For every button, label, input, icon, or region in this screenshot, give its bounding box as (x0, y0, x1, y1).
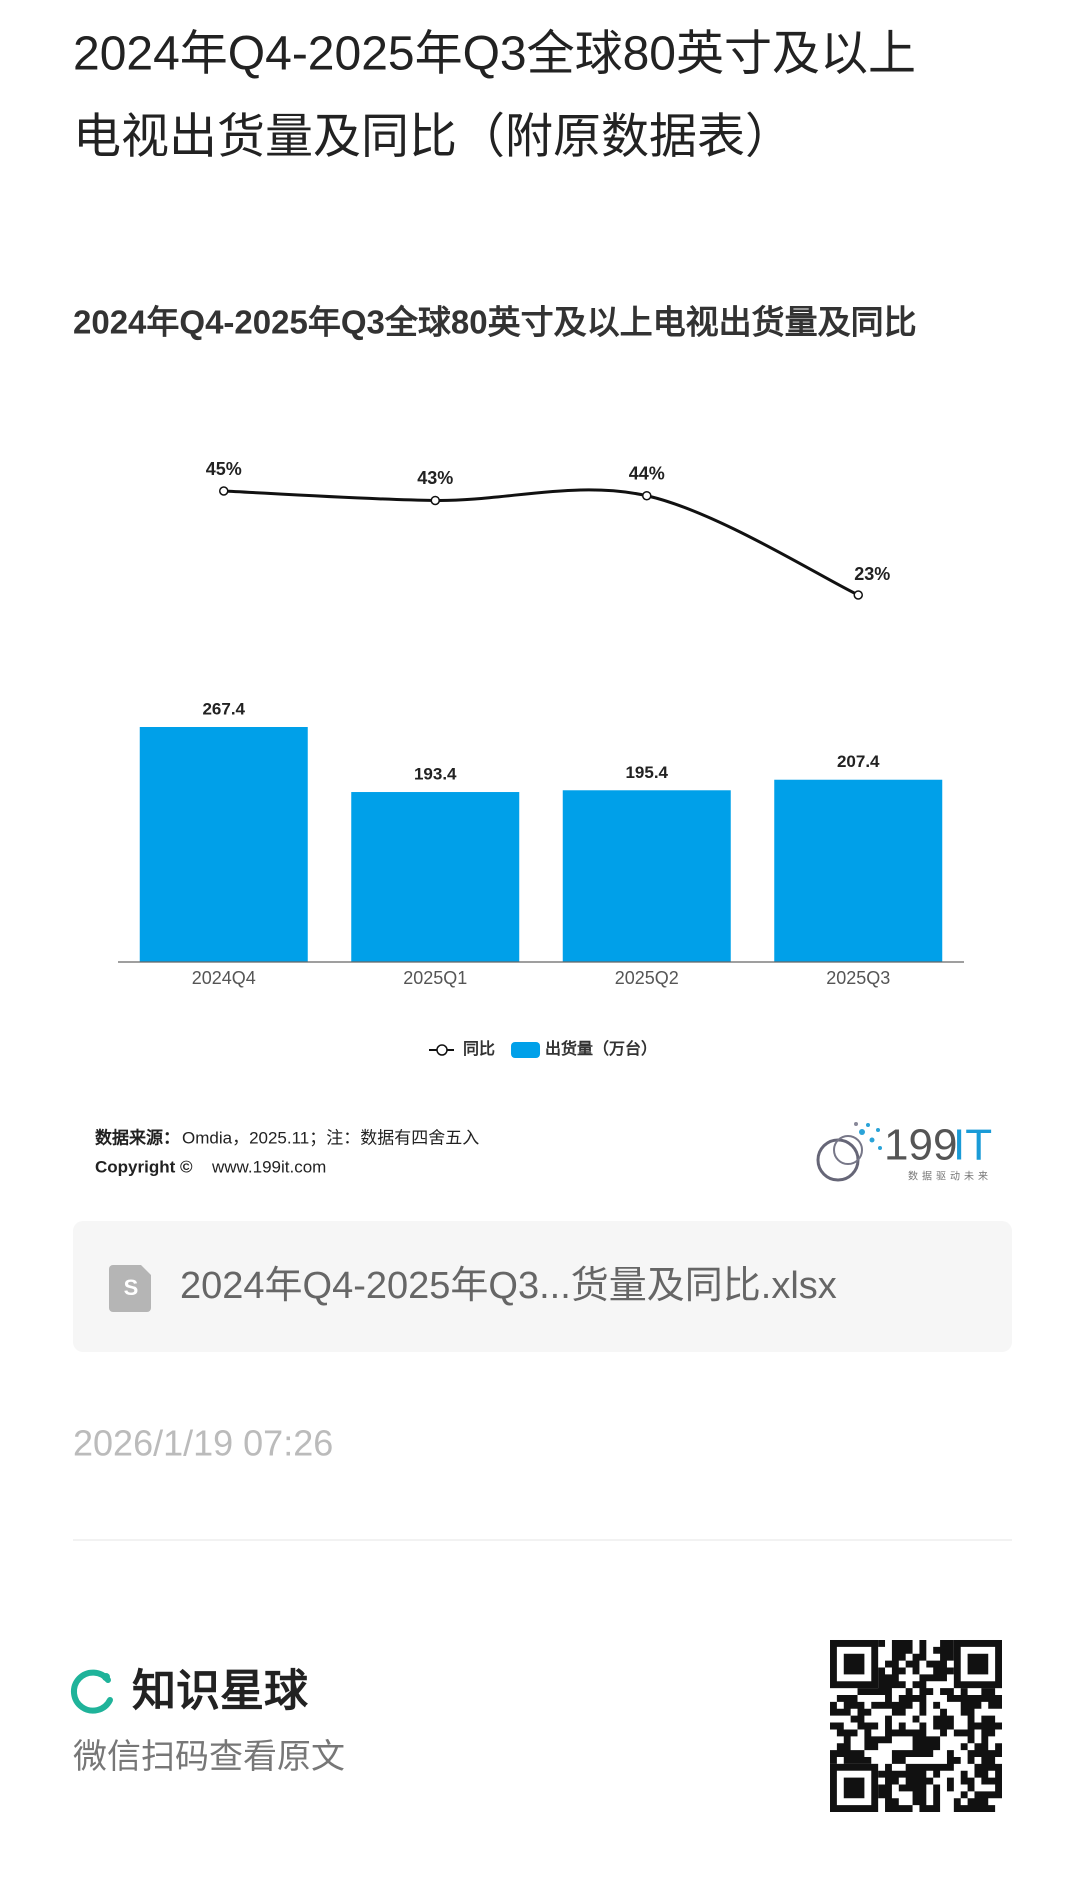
logo-number: 199 (884, 1121, 957, 1170)
line (223, 488, 859, 597)
bar-value-label: 193.4 (414, 765, 457, 784)
page-title: 2024年Q4-2025年Q3全球80英寸及以上 (73, 28, 916, 81)
legend-label: 同比 (463, 1040, 495, 1058)
line-marker (430, 495, 440, 506)
line-marker (642, 490, 652, 501)
copyright-label: Copyright © (95, 1157, 193, 1176)
line-marker (219, 486, 229, 496)
legend-swatch (436, 1044, 448, 1056)
file-icon-letter: S (124, 1275, 139, 1300)
attachment-card[interactable] (73, 1221, 1012, 1352)
x-tick-label: 2024Q4 (192, 968, 256, 988)
source-text: Omdia，2025.11；注：数据有四舍五入 (182, 1128, 479, 1147)
x-tick-label: 2025Q1 (403, 968, 467, 988)
line-value-label: 43% (417, 468, 453, 488)
bar-value-label: 195.4 (625, 763, 668, 782)
qr-modules (830, 1640, 1002, 1812)
chart-title: 2024年Q4-2025年Q3全球80英寸及以上电视出货量及同比 (73, 304, 917, 341)
bar (139, 727, 308, 962)
qr-finder (830, 1763, 879, 1813)
x-tick-label: 2025Q2 (615, 968, 679, 988)
brand-icon-dot (102, 1673, 110, 1681)
footer-hint: 微信扫码查看原文 (73, 1738, 345, 1776)
brand-name: 知识星球 (132, 1667, 309, 1716)
attachment-filename[interactable]: 2024年Q4-2025年Q3...货量及同比.xlsx (180, 1265, 837, 1307)
file-icon (109, 1265, 151, 1312)
qr-code[interactable] (830, 1639, 1003, 1813)
post-date: 2026/1/19 07:26 (73, 1423, 333, 1464)
line-value-label: 44% (629, 463, 665, 483)
line-marker (853, 590, 863, 600)
qr-finder (967, 1653, 989, 1675)
bar-value-label: 267.4 (202, 699, 245, 718)
source-label: 数据来源： (95, 1127, 180, 1147)
brand-icon (71, 1669, 113, 1714)
logo-letters: IT (953, 1121, 992, 1170)
bar (562, 790, 731, 962)
legend-label: 出货量（万台） (545, 1039, 657, 1058)
line-value-label: 45% (206, 459, 242, 479)
qr-finder (830, 1639, 879, 1689)
copyright-text: www.199it.com (211, 1157, 326, 1176)
qr-finder (843, 1653, 865, 1675)
x-tick-label: 2025Q3 (826, 968, 890, 988)
bar (351, 792, 520, 962)
qr-finder (953, 1639, 1003, 1689)
qr-finder (843, 1777, 865, 1799)
bar-value-label: 207.4 (837, 752, 880, 771)
chart: 2024Q4 2025Q1 2025Q2 2025Q3 267.4 193.4 195.4 2… (139, 459, 943, 1058)
logo-tagline: 数据驱动未来 (908, 1170, 992, 1183)
line-value-label: 23% (854, 564, 890, 584)
legend-swatch (511, 1042, 541, 1058)
logo-mark (816, 1122, 882, 1182)
page-title: 电视出货量及同比（附原数据表） (73, 111, 793, 164)
bar (774, 779, 943, 962)
